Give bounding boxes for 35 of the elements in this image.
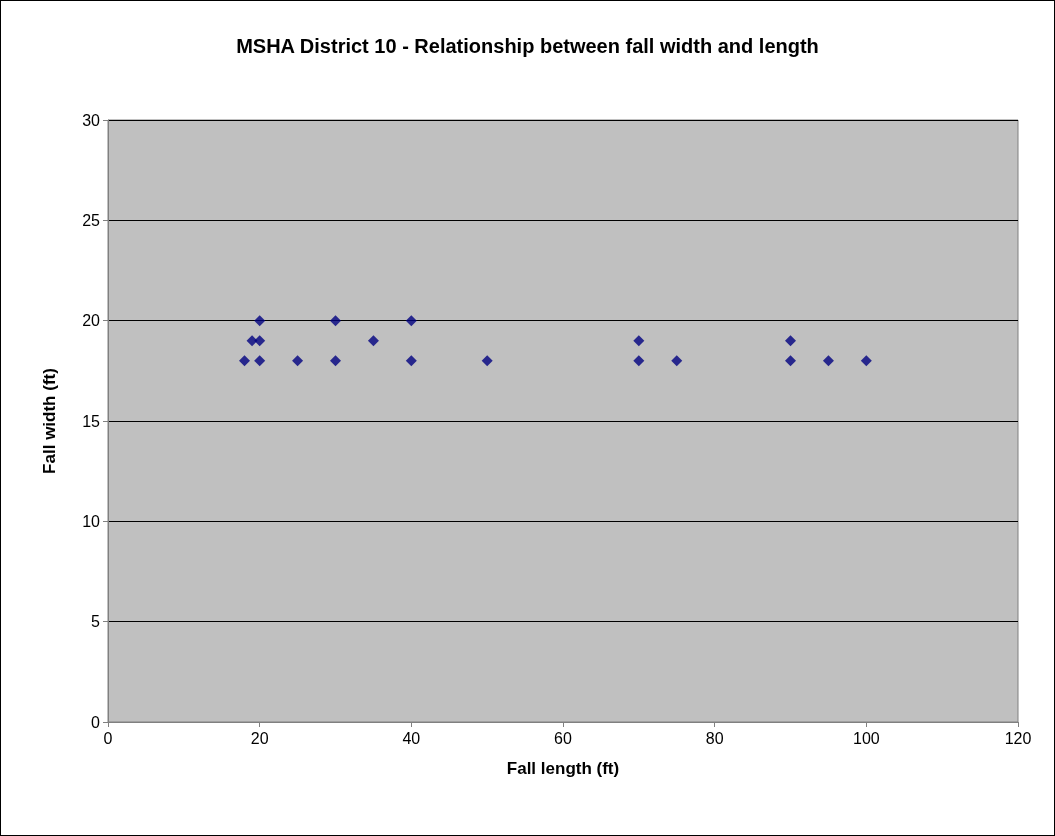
y-tick-label: 15 [82, 412, 101, 430]
point [785, 335, 796, 347]
point [254, 335, 266, 347]
y-tick-label: 30 [82, 111, 101, 129]
point [254, 315, 266, 327]
y-tick-label: 5 [91, 613, 101, 631]
y-tick-label: 10 [82, 512, 101, 530]
point [292, 355, 304, 367]
y-tick-label: 25 [82, 211, 101, 229]
point [330, 355, 341, 367]
point [671, 355, 683, 367]
chart-title: MSHA District 10 - Relationship between fall width and length [236, 35, 819, 57]
x-tick-label: 120 [1004, 729, 1032, 747]
point [633, 335, 645, 347]
point [254, 355, 266, 367]
point [330, 315, 341, 327]
x-tick-label: 0 [103, 729, 113, 747]
point [633, 355, 645, 367]
point [860, 355, 872, 367]
point [785, 355, 796, 367]
x-tick-label: 60 [554, 729, 572, 747]
x-tick-label: 20 [250, 729, 269, 747]
point [239, 355, 250, 367]
y-axis-title: Fall width (ft) [40, 368, 59, 474]
x-tick-label: 80 [705, 729, 724, 747]
point [367, 335, 379, 347]
y-tick-label: 0 [91, 713, 101, 731]
y-tick-label: 20 [82, 312, 101, 330]
x-tick-label: 40 [402, 729, 421, 747]
x-axis-title: Fall length (ft) [506, 759, 620, 778]
point [405, 355, 417, 367]
point [481, 355, 493, 367]
x-tick-label: 100 [852, 729, 880, 747]
point [405, 315, 417, 327]
point [822, 355, 834, 367]
